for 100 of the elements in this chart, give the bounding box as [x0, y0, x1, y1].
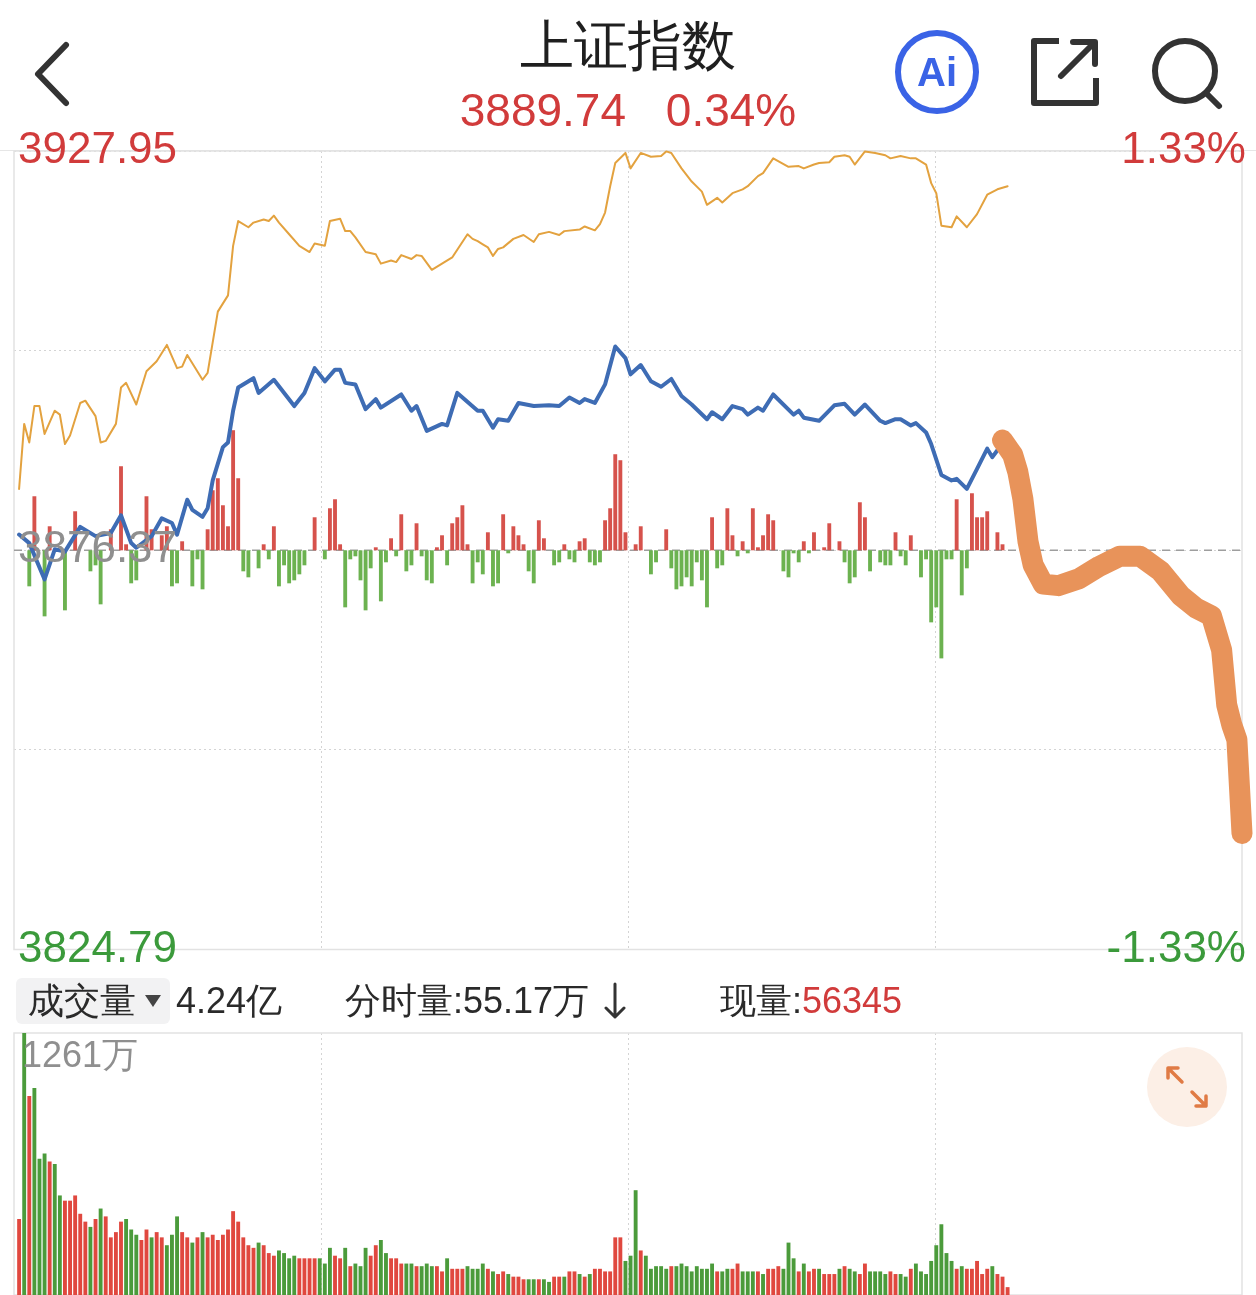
bar — [995, 1274, 1000, 1295]
bar — [149, 1237, 154, 1295]
y-tick-label: 3824.79 — [18, 921, 178, 971]
bar — [271, 526, 276, 551]
text: 现量: — [720, 979, 803, 1023]
bar — [399, 514, 404, 551]
bar — [908, 1268, 913, 1295]
bar — [88, 1226, 93, 1295]
bar — [796, 1271, 801, 1295]
bar — [139, 1239, 144, 1295]
bar — [888, 1271, 893, 1295]
bar — [429, 1266, 434, 1295]
bar — [664, 529, 669, 551]
bar — [822, 1274, 827, 1295]
chart-subtitle: 3889.74 0.34% — [459, 84, 797, 136]
bar — [806, 550, 811, 554]
bar — [669, 1266, 674, 1295]
bar — [715, 550, 720, 569]
bar — [531, 1279, 536, 1295]
y2-tick-label: -1.33% — [1106, 921, 1246, 971]
bar — [868, 550, 872, 572]
bar — [954, 1268, 959, 1295]
bar — [327, 1247, 332, 1295]
bar — [124, 1219, 129, 1295]
bar — [180, 541, 185, 551]
bar — [954, 499, 959, 551]
bar — [633, 1190, 638, 1295]
bar — [740, 541, 745, 551]
bar — [582, 538, 587, 551]
bar — [445, 1258, 450, 1295]
bar — [180, 1232, 185, 1295]
bar — [190, 550, 195, 587]
bar — [485, 532, 490, 551]
bar — [480, 550, 485, 575]
bar — [587, 1274, 592, 1295]
bar — [506, 1274, 511, 1295]
bar — [781, 550, 786, 572]
bar — [17, 1219, 22, 1295]
bar — [353, 1263, 358, 1295]
bar — [715, 1271, 720, 1295]
bar — [577, 1274, 582, 1295]
text: Ai — [917, 49, 957, 95]
bar — [271, 1255, 276, 1295]
bar — [582, 1276, 587, 1295]
bar — [297, 1258, 302, 1295]
bar — [343, 1247, 348, 1295]
bar — [394, 550, 399, 557]
bar — [990, 1266, 995, 1295]
bar — [195, 1237, 200, 1295]
text: 56345 — [802, 979, 903, 1023]
bar — [638, 526, 643, 551]
text: 分时量:55.17万 — [345, 979, 590, 1023]
bar — [322, 550, 327, 560]
bar — [312, 1258, 317, 1295]
bar — [878, 550, 883, 563]
bar — [725, 508, 730, 551]
bar — [256, 1242, 261, 1295]
bar — [404, 1263, 409, 1295]
bar — [710, 517, 715, 551]
bar — [720, 1271, 725, 1295]
bar — [791, 1258, 796, 1295]
bar — [261, 544, 266, 551]
bar — [42, 1153, 47, 1295]
bar — [781, 1268, 786, 1295]
bar — [995, 532, 1000, 551]
bar — [1005, 1287, 1010, 1295]
bar — [761, 1274, 765, 1295]
bar — [903, 1276, 908, 1295]
bar — [750, 1271, 755, 1295]
bar — [363, 1247, 368, 1295]
bar — [373, 547, 378, 551]
bar — [567, 550, 572, 560]
bar — [343, 550, 348, 608]
bar — [501, 514, 506, 551]
bar — [567, 1271, 572, 1295]
chart-title: 上证指数 — [520, 15, 736, 75]
bar — [908, 535, 913, 551]
bar — [47, 1161, 52, 1295]
bar — [756, 1271, 760, 1295]
bar — [511, 526, 516, 551]
bar — [638, 1250, 643, 1295]
bar — [511, 1276, 516, 1295]
bar — [445, 550, 450, 566]
bar — [480, 1263, 485, 1295]
bar — [98, 1208, 103, 1295]
bar — [562, 1276, 567, 1295]
bar — [27, 1095, 32, 1295]
bar — [801, 541, 806, 551]
bar — [312, 517, 317, 551]
bar — [766, 1268, 771, 1295]
bar — [852, 1271, 857, 1295]
bar — [552, 550, 557, 566]
bar — [429, 550, 434, 584]
bar — [256, 550, 261, 569]
bar — [552, 1276, 557, 1295]
bar — [959, 1266, 964, 1295]
bar — [491, 1271, 495, 1295]
text: 4.24亿 — [176, 979, 283, 1023]
bar — [485, 1268, 490, 1295]
bar — [266, 550, 271, 560]
